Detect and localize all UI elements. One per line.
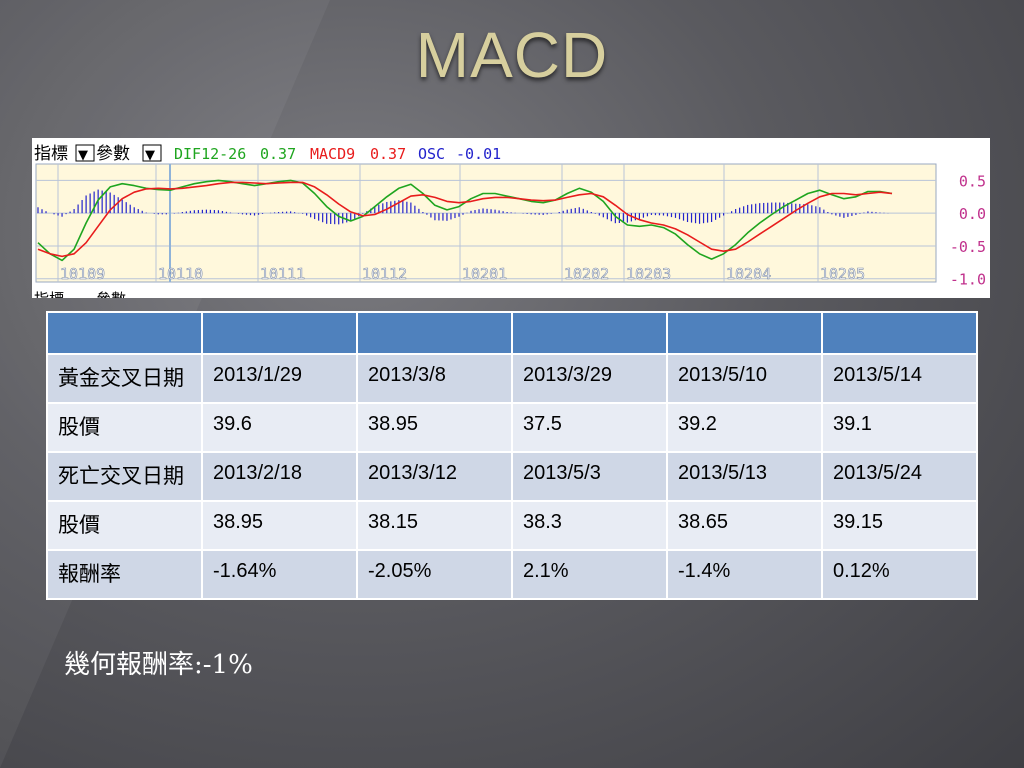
- table-row: 股價 39.6 38.95 37.5 39.2 39.1: [46, 402, 978, 453]
- x-tick-labels: 10109 10110 10111 10112 10201 10202 10203 10204…: [60, 265, 866, 284]
- slide-title: MACD: [415, 19, 609, 91]
- y-tick-label: 0.0: [959, 205, 986, 223]
- x-tick-label: 10110: [158, 265, 203, 283]
- x-tick-label: 10111: [260, 265, 305, 283]
- table-cell: 2013/1/29: [201, 353, 358, 404]
- table-cell: 0.12%: [821, 549, 978, 600]
- param-selector-label[interactable]: 參數: [96, 144, 130, 164]
- crossover-table: 黃金交叉日期 2013/1/29 2013/3/8 2013/3/29 2013…: [46, 311, 978, 600]
- macd-line: [37, 181, 893, 258]
- x-tick-label: 10112: [362, 265, 407, 283]
- y-tick-label: -0.5: [950, 238, 986, 256]
- table-cell: 38.95: [356, 402, 513, 453]
- table-cell: 2013/5/13: [666, 451, 823, 502]
- row-label: 股價: [46, 500, 203, 551]
- table-cell: -1.64%: [201, 549, 358, 600]
- row-label: 股價: [46, 402, 203, 453]
- param-dropdown-box[interactable]: [142, 144, 162, 162]
- osc-value: -0.01: [456, 145, 501, 163]
- table-cell: 39.2: [666, 402, 823, 453]
- table-cell: 38.95: [201, 500, 358, 551]
- row-label: 死亡交叉日期: [46, 451, 203, 502]
- y-tick-labels: 0.5 0.0 -0.5 -1.0: [950, 172, 986, 288]
- table-cell: 2013/5/24: [821, 451, 978, 502]
- x-tick-label: 10203: [626, 265, 671, 283]
- row-label: 報酬率: [46, 549, 203, 600]
- table-header-cell: [511, 311, 668, 355]
- macd-chart-panel: 指標 ▼ 參數 ▼ DIF12-26 0.37 MACD9 0.37 OSC -…: [32, 138, 990, 298]
- table-row: 黃金交叉日期 2013/1/29 2013/3/8 2013/3/29 2013…: [46, 353, 978, 404]
- table-row: 報酬率 -1.64% -2.05% 2.1% -1.4% 0.12%: [46, 549, 978, 600]
- geometric-return-text: 幾何報酬率:-1%: [64, 650, 253, 680]
- indicator-dropdown-box[interactable]: [75, 144, 95, 162]
- table-cell: 2013/3/8: [356, 353, 513, 404]
- macd-chart: 指標 ▼ 參數 ▼ DIF12-26 0.37 MACD9 0.37 OSC -…: [32, 138, 990, 298]
- row-label: 黃金交叉日期: [46, 353, 203, 404]
- table-cell: 39.6: [201, 402, 358, 453]
- table-cell: 2013/3/12: [356, 451, 513, 502]
- table-cell: 2013/5/3: [511, 451, 668, 502]
- x-tick-label: 10202: [564, 265, 609, 283]
- table-cell: 38.3: [511, 500, 668, 551]
- table-cell: 39.1: [821, 402, 978, 453]
- param-selector-label-lower: 參數: [96, 290, 126, 298]
- macd-value: 0.37: [370, 145, 406, 163]
- x-tick-label: 10109: [60, 265, 105, 283]
- table-header-cell: [46, 311, 203, 355]
- indicator-dropdown-icon[interactable]: ▼: [78, 148, 88, 163]
- table-cell: 38.15: [356, 500, 513, 551]
- table-cell: 2013/5/10: [666, 353, 823, 404]
- table-cell: 2013/2/18: [201, 451, 358, 502]
- table-row: 股價 38.95 38.15 38.3 38.65 39.15: [46, 500, 978, 551]
- table-row: 死亡交叉日期 2013/2/18 2013/3/12 2013/5/3 2013…: [46, 451, 978, 502]
- dif-label: DIF12-26: [174, 145, 246, 163]
- table-header-cell: [821, 311, 978, 355]
- table-cell: 2013/5/14: [821, 353, 978, 404]
- osc-bars: [37, 189, 889, 225]
- x-tick-label: 10201: [462, 265, 507, 283]
- x-tick-label: 10205: [820, 265, 865, 283]
- table-header-row: [46, 311, 978, 355]
- param-dropdown-icon[interactable]: ▼: [145, 148, 155, 163]
- plot-area: [35, 163, 937, 283]
- macd-label: MACD9: [310, 145, 355, 163]
- indicator-selector-label-lower: 指標: [34, 290, 64, 298]
- table-header-cell: [356, 311, 513, 355]
- table-cell: -1.4%: [666, 549, 823, 600]
- y-tick-label: 0.5: [959, 172, 986, 190]
- table-cell: 2013/3/29: [511, 353, 668, 404]
- table-header-cell: [666, 311, 823, 355]
- table-cell: -2.05%: [356, 549, 513, 600]
- table-cell: 38.65: [666, 500, 823, 551]
- table-cell: 2.1%: [511, 549, 668, 600]
- signal-lines: [37, 179, 893, 262]
- dif-value: 0.37: [260, 145, 296, 163]
- indicator-selector-label[interactable]: 指標: [34, 144, 68, 164]
- grid-lines: [36, 164, 936, 282]
- table-header-cell: [201, 311, 358, 355]
- chart-header-bg: [32, 138, 990, 164]
- table-cell: 39.15: [821, 500, 978, 551]
- x-tick-label: 10204: [726, 265, 771, 283]
- y-tick-label: -1.0: [950, 271, 986, 289]
- table-cell: 37.5: [511, 402, 668, 453]
- osc-label: OSC: [418, 145, 445, 163]
